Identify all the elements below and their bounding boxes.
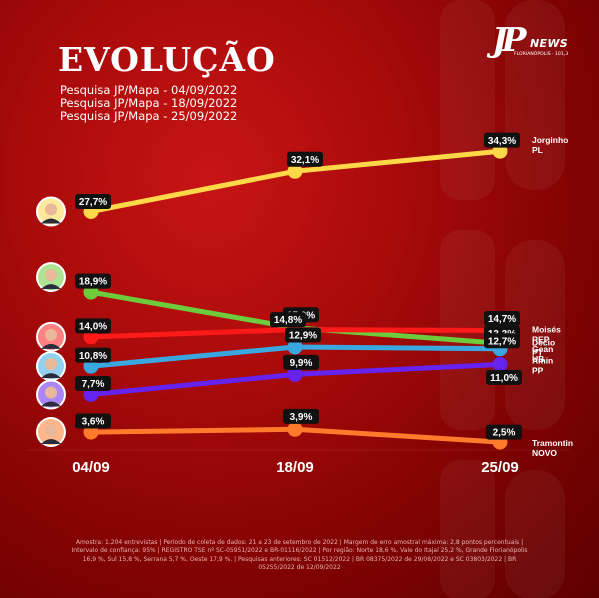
value-label-box <box>287 151 323 167</box>
candidate-name: Jorginho <box>532 135 568 145</box>
x-axis-tick-label: 18/09 <box>276 459 314 476</box>
candidate-party: PL <box>532 145 543 155</box>
value-label: 7,7% <box>82 379 105 390</box>
value-label-box <box>486 424 522 440</box>
value-label: 12,9% <box>289 331 317 342</box>
value-label: 10,8% <box>79 351 107 362</box>
candidate-name: Gean <box>532 344 553 354</box>
value-label: 32,1% <box>291 155 319 166</box>
value-label-box <box>486 369 522 385</box>
candidate-name: Tramontin <box>532 438 573 448</box>
value-label: 14,0% <box>79 322 107 333</box>
candidate-party: NOVO <box>532 448 557 458</box>
value-label-box <box>283 354 319 370</box>
survey-line: Pesquisa JP/Mapa - 18/09/2022 <box>60 96 238 110</box>
logo-tagline: FLORIANÓPOLIS · 101,3 <box>514 52 569 57</box>
survey-list: Pesquisa JP/Mapa - 04/09/2022 Pesquisa J… <box>60 84 237 123</box>
x-axis-tick-label: 04/09 <box>72 459 110 476</box>
value-label-box <box>285 327 321 343</box>
data-point <box>287 163 303 179</box>
value-label-box <box>75 347 111 363</box>
value-label-box <box>75 413 111 429</box>
candidate-avatar <box>36 262 66 293</box>
candidate-avatar <box>36 351 66 382</box>
data-point <box>287 421 303 437</box>
x-axis-tick-label: 25/09 <box>481 459 519 476</box>
value-label: 27,7% <box>79 197 107 208</box>
data-point <box>287 366 303 382</box>
value-label-box <box>75 376 111 392</box>
candidate-name: Décio <box>532 337 555 347</box>
jp-news-logo: JP NEWS FLORIANÓPOLIS · 101,3 <box>492 23 572 62</box>
candidate-party: UB <box>532 354 544 364</box>
value-label: 3,9% <box>290 412 313 423</box>
candidate-avatar <box>36 379 66 410</box>
candidate-party: PP <box>532 365 544 375</box>
value-label-box <box>283 408 319 424</box>
methodology-footnote: Amostra: 1.204 entrevistas | Período de … <box>71 539 528 572</box>
survey-line: Pesquisa JP/Mapa - 25/09/2022 <box>60 109 238 123</box>
data-point <box>492 356 508 372</box>
candidate-name: Moisés <box>532 324 561 334</box>
value-label: 14,7% <box>488 314 516 325</box>
value-label: 9,9% <box>290 358 313 369</box>
logo-brand: NEWS <box>530 37 568 50</box>
value-label-box <box>484 132 520 148</box>
value-label: 18,9% <box>79 277 107 288</box>
candidate-avatar <box>36 196 66 227</box>
value-label-box <box>75 194 111 210</box>
value-label-box <box>270 312 306 328</box>
value-label-box <box>75 273 111 289</box>
value-label-box <box>484 310 520 326</box>
survey-line: Pesquisa JP/Mapa - 04/09/2022 <box>60 83 238 97</box>
data-point <box>287 339 303 355</box>
value-label-box <box>75 318 111 334</box>
candidate-avatar <box>36 417 66 448</box>
value-label: 11,0% <box>490 373 518 384</box>
candidate-avatar <box>36 321 66 352</box>
value-label: 12,7% <box>488 336 516 347</box>
value-label: 34,3% <box>488 136 516 147</box>
candidate-party: REP <box>532 334 550 344</box>
value-label: 3,6% <box>82 417 105 428</box>
candidate-name: Amin <box>532 355 553 365</box>
value-label-box <box>484 333 520 349</box>
value-label: 14,8% <box>274 315 302 326</box>
candidate-party: PT <box>532 347 544 357</box>
value-label: 2,5% <box>493 428 516 439</box>
page-title: EVOLUÇÃO <box>58 40 276 79</box>
